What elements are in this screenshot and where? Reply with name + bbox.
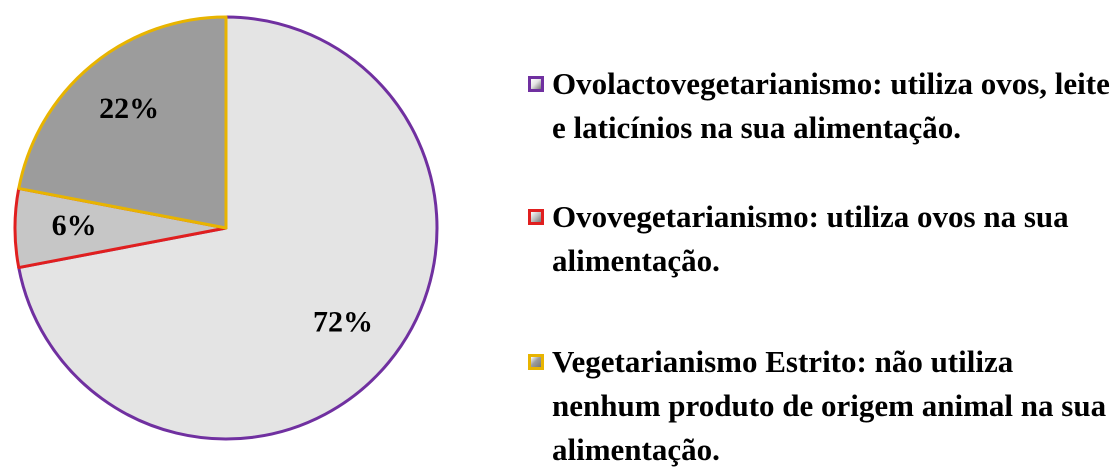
legend-label: Ovolactovegetarianismo: utiliza ovos, le… — [552, 66, 1110, 145]
legend-marker — [528, 354, 544, 370]
chart: 72% 6% 22% — [13, 15, 439, 441]
pie-slice — [17, 15, 439, 441]
legend-label: Ovovegetarianismo: utiliza ovos na sua a… — [552, 199, 1069, 278]
legend-entry: Ovovegetarianismo: utiliza ovos na sua a… — [528, 195, 1114, 283]
legend-label: Vegetarianismo Estrito: não utiliza nenh… — [552, 344, 1107, 467]
data-label: 72% — [313, 306, 373, 339]
legend-entry: Vegetarianismo Estrito: não utiliza nenh… — [528, 340, 1114, 472]
data-label: 22% — [99, 92, 159, 125]
data-label: 6% — [52, 209, 97, 242]
legend-entry: Ovolactovegetarianismo: utiliza ovos, le… — [528, 62, 1114, 150]
legend-marker — [528, 76, 544, 92]
pie-slice — [17, 15, 228, 230]
legend-marker — [528, 209, 544, 225]
